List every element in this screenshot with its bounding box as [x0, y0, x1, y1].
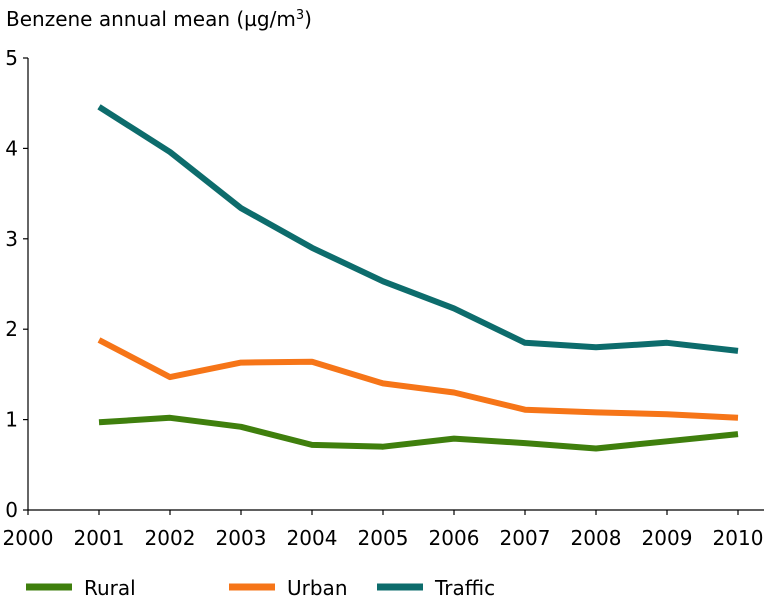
x-tick-label: 2005	[358, 526, 409, 550]
y-axis-title-main: Benzene annual mean (µg/m	[6, 7, 296, 31]
y-tick-label: 2	[5, 317, 18, 341]
x-tick-label: 2000	[3, 526, 54, 550]
x-tick-label: 2003	[216, 526, 267, 550]
x-tick-label: 2010	[713, 526, 764, 550]
legend-label-rural: Rural	[84, 576, 136, 600]
y-tick-label: 0	[5, 498, 18, 522]
x-tick-label: 2008	[571, 526, 622, 550]
x-axis: 2000 2001 2002 2003 2004 2005 2006 2007 2008 2009…	[3, 509, 764, 550]
y-tick-label: 1	[5, 408, 18, 432]
series-layer	[97, 104, 739, 452]
y-tick-label: 4	[5, 136, 18, 160]
y-tick-label: 3	[5, 227, 18, 251]
y-axis-title: Benzene annual mean (µg/m3)	[6, 7, 312, 31]
y-axis: 0 1 2 3 4 5	[5, 46, 29, 522]
y-axis-title-close: )	[304, 7, 312, 31]
series-line-traffic	[97, 104, 739, 354]
x-tick-label: 2007	[500, 526, 551, 550]
x-tick-label: 2002	[145, 526, 196, 550]
series-line-urban	[97, 337, 739, 421]
x-tick-label: 2004	[287, 526, 338, 550]
y-tick-label: 5	[5, 46, 18, 70]
legend-label-traffic: Traffic	[434, 576, 495, 600]
x-tick-label: 2009	[642, 526, 693, 550]
x-tick-label: 2006	[429, 526, 480, 550]
x-tick-label: 2001	[74, 526, 125, 550]
legend: Rural Urban Traffic	[26, 576, 495, 600]
series-line-rural	[98, 414, 739, 452]
y-axis-title-superscript: 3	[296, 8, 304, 23]
legend-label-urban: Urban	[287, 576, 348, 600]
